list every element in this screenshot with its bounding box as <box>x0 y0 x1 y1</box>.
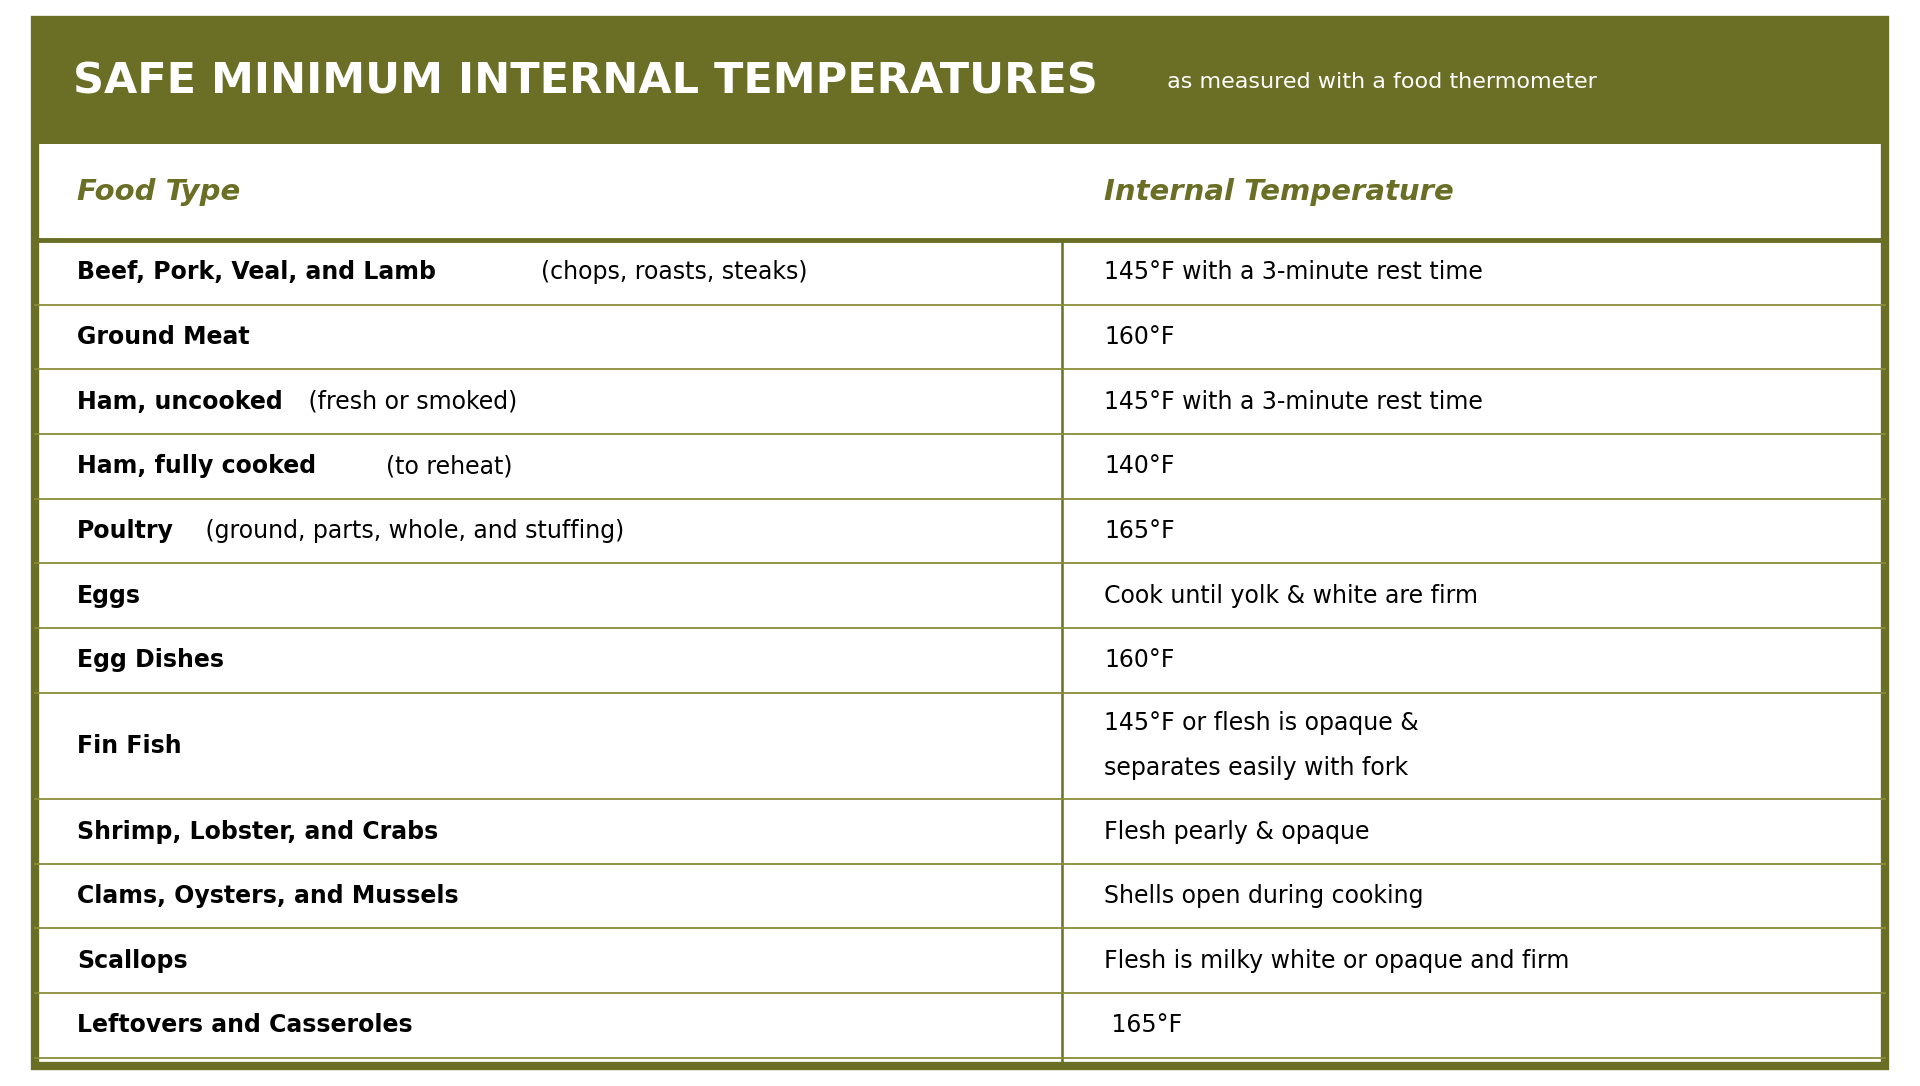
Text: Shells open during cooking: Shells open during cooking <box>1104 884 1423 908</box>
Text: Shrimp, Lobster, and Crabs: Shrimp, Lobster, and Crabs <box>77 820 438 844</box>
Text: separates easily with fork: separates easily with fork <box>1104 756 1407 780</box>
Text: (to reheat): (to reheat) <box>371 454 513 478</box>
Text: 160°F: 160°F <box>1104 325 1175 349</box>
Text: (fresh or smoked): (fresh or smoked) <box>301 390 518 414</box>
Text: Flesh is milky white or opaque and firm: Flesh is milky white or opaque and firm <box>1104 949 1569 973</box>
Text: Ham, uncooked: Ham, uncooked <box>77 390 282 414</box>
Text: Clams, Oysters, and Mussels: Clams, Oysters, and Mussels <box>77 884 459 908</box>
Text: 145°F or flesh is opaque &: 145°F or flesh is opaque & <box>1104 711 1419 735</box>
Text: Beef, Pork, Veal, and Lamb: Beef, Pork, Veal, and Lamb <box>77 261 436 285</box>
FancyBboxPatch shape <box>35 20 1885 1066</box>
Text: Ground Meat: Ground Meat <box>77 325 250 349</box>
Text: Ham, fully cooked: Ham, fully cooked <box>77 454 317 478</box>
Text: 140°F: 140°F <box>1104 454 1175 478</box>
Text: Flesh pearly & opaque: Flesh pearly & opaque <box>1104 820 1369 844</box>
Text: Fin Fish: Fin Fish <box>77 734 180 758</box>
Text: Leftovers and Casseroles: Leftovers and Casseroles <box>77 1013 413 1037</box>
Text: 165°F: 165°F <box>1104 519 1175 543</box>
Text: Eggs: Eggs <box>77 583 140 607</box>
Text: (chops, roasts, steaks): (chops, roasts, steaks) <box>526 261 808 285</box>
Text: Cook until yolk & white are firm: Cook until yolk & white are firm <box>1104 583 1478 607</box>
Text: Internal Temperature: Internal Temperature <box>1104 178 1453 206</box>
Text: 145°F with a 3-minute rest time: 145°F with a 3-minute rest time <box>1104 390 1482 414</box>
Text: Scallops: Scallops <box>77 949 188 973</box>
FancyBboxPatch shape <box>35 20 1885 144</box>
Text: Food Type: Food Type <box>77 178 240 206</box>
Text: SAFE MINIMUM INTERNAL TEMPERATURES: SAFE MINIMUM INTERNAL TEMPERATURES <box>73 61 1098 103</box>
Text: Poultry: Poultry <box>77 519 173 543</box>
Text: 145°F with a 3-minute rest time: 145°F with a 3-minute rest time <box>1104 261 1482 285</box>
Text: 160°F: 160°F <box>1104 648 1175 672</box>
Text: (ground, parts, whole, and stuffing): (ground, parts, whole, and stuffing) <box>198 519 624 543</box>
Text: as measured with a food thermometer: as measured with a food thermometer <box>1160 72 1597 92</box>
Text: Egg Dishes: Egg Dishes <box>77 648 225 672</box>
Text: 165°F: 165°F <box>1104 1013 1183 1037</box>
